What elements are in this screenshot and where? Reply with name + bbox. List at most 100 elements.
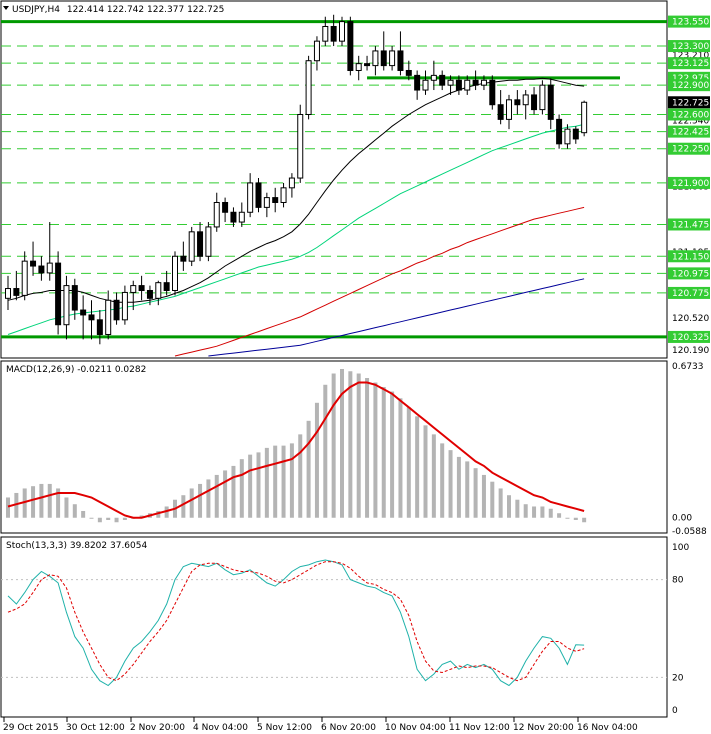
ohlc-values: 122.414 122.742 122.377 122.725: [67, 5, 224, 15]
candle-body: [497, 104, 504, 120]
macd-histogram-bar: [264, 447, 269, 518]
stoch-tick-label: 0: [672, 706, 678, 716]
macd-histogram-bar: [22, 488, 27, 518]
price-tick-label: 120.520: [672, 314, 709, 324]
candle-body: [46, 262, 53, 274]
macd-histogram-bar: [523, 504, 528, 518]
time-label: 16 Nov 04:00: [577, 723, 638, 733]
time-label: 29 Oct 2015: [3, 723, 59, 733]
candle-body: [272, 197, 279, 203]
level-tag-label: 120.775: [672, 289, 709, 299]
macd-histogram-bar: [256, 452, 261, 518]
level-tag: [668, 267, 710, 280]
stoch-signal-line: [7, 561, 585, 682]
candle-body: [113, 299, 120, 321]
candle-body: [80, 309, 87, 316]
level-tag: [668, 218, 710, 231]
candle-body: [130, 285, 137, 293]
macd-histogram-bar: [440, 443, 445, 518]
candle-body: [105, 299, 112, 335]
stoch-tick-label: 100: [672, 543, 689, 553]
candle-body: [63, 285, 70, 326]
candle-body: [339, 21, 345, 42]
candle-body: [146, 289, 153, 299]
macd-histogram-bar: [323, 384, 328, 518]
candle-body: [163, 282, 170, 291]
ma-slow-line: [174, 206, 585, 357]
macd-histogram-bar: [448, 450, 453, 518]
level-tag-label: 122.975: [672, 74, 709, 84]
candle-body: [430, 74, 437, 81]
candle-body: [180, 255, 187, 262]
level-tag-label: 121.475: [672, 220, 709, 230]
time-label: 6 Nov 20:00: [321, 723, 376, 733]
level-tag: [668, 330, 710, 343]
candle-body: [397, 50, 404, 71]
macd-signal-line: [7, 381, 585, 519]
macd-histogram-bar: [281, 445, 286, 518]
level-tag-label: 120.975: [672, 269, 709, 279]
stoch-header: Stoch(13,3,3) 39.8202 37.6054: [6, 541, 147, 551]
candle-body: [531, 94, 538, 111]
macd-histogram-bar: [289, 443, 294, 518]
macd-histogram-bar: [97, 517, 102, 523]
candle-body: [506, 99, 512, 120]
candle-body: [155, 282, 162, 299]
stoch-main-line: [7, 559, 585, 687]
candle-body: [330, 25, 337, 42]
candle-body: [347, 21, 354, 71]
price-tick-label: 123.210: [672, 51, 709, 61]
level-tag-label: 123.300: [672, 42, 709, 52]
macd-histogram-bar: [314, 402, 319, 518]
candle-body: [121, 291, 128, 321]
candle-body: [247, 182, 254, 213]
time-label: 5 Nov 12:00: [257, 723, 312, 733]
ma-mid-line: [7, 123, 585, 335]
candle-body: [455, 79, 462, 91]
macd-tick-label: -0.0588: [672, 527, 707, 537]
level-tag-label: 121.900: [672, 179, 709, 189]
candle-body: [447, 79, 454, 86]
macd-histogram-bar: [390, 391, 395, 518]
candle-body: [5, 288, 11, 299]
time-label: 10 Nov 04:00: [385, 723, 446, 733]
candle-body: [138, 285, 145, 291]
price-tick-label: 122.540: [672, 116, 709, 126]
macd-histogram-bar: [231, 465, 236, 518]
candle-body: [288, 177, 295, 189]
macd-indicator: 0.6733 0.00 -0.0588: [6, 362, 707, 537]
level-tag: [668, 142, 710, 155]
macd-histogram-bar: [81, 510, 86, 518]
macd-histogram-bar: [532, 506, 537, 518]
macd-panel-frame: [0, 360, 668, 534]
macd-histogram-bar: [306, 420, 311, 518]
candle-body: [297, 113, 304, 179]
stoch-tick-label: 20: [672, 673, 684, 683]
level-tag-label: 122.900: [672, 81, 709, 91]
candle-body: [539, 84, 546, 111]
candle-body: [188, 231, 195, 262]
ma-long-line: [208, 278, 585, 357]
macd-header: MACD(12,26,9) -0.0211 0.0282: [6, 365, 146, 375]
candle-body: [305, 60, 312, 115]
macd-histogram-bar: [423, 425, 428, 518]
macd-histogram-bar: [298, 434, 303, 518]
stoch-tick-label: 80: [672, 576, 684, 586]
level-tag-label: 122.600: [672, 110, 709, 120]
level-tag-label: 121.150: [672, 252, 709, 262]
candle-body: [464, 79, 471, 91]
candle-body: [222, 201, 229, 213]
candle-body: [322, 25, 329, 42]
candle-body: [197, 231, 204, 257]
level-tag-label: 122.250: [672, 145, 709, 155]
macd-histogram-bar: [114, 517, 119, 523]
macd-histogram-bar: [331, 373, 336, 518]
macd-histogram-bar: [273, 445, 278, 518]
candle-body: [556, 118, 563, 145]
candle-body: [205, 226, 212, 257]
macd-histogram-bar: [248, 454, 253, 518]
macd-tick-label: 0.00: [672, 514, 692, 524]
candle-body: [564, 128, 571, 145]
macd-histogram-bar: [365, 378, 370, 518]
